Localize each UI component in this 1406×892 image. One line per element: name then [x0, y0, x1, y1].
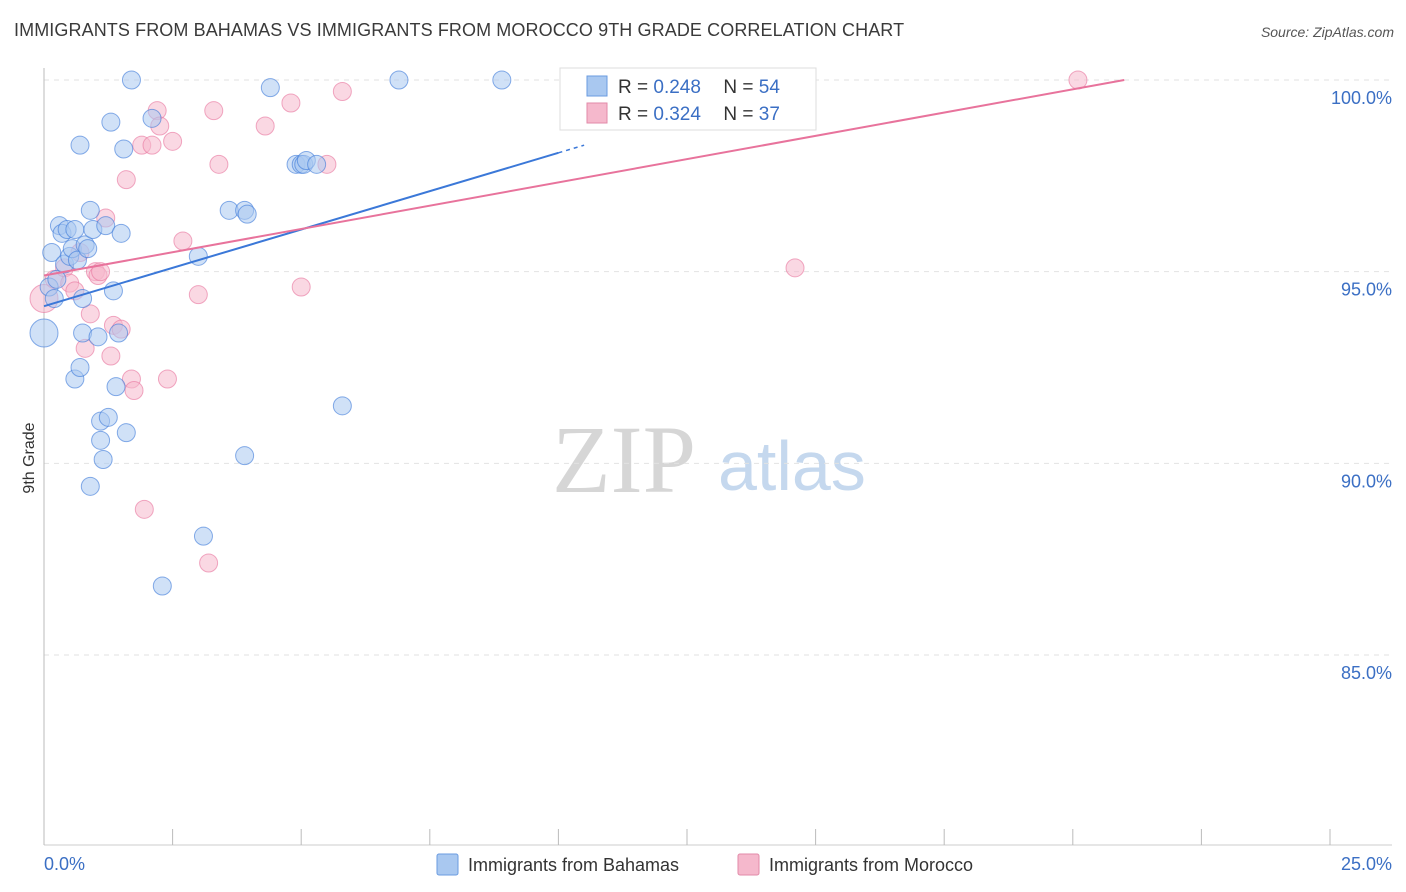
- bahamas-point: [78, 239, 98, 259]
- bahamas-point: [106, 377, 126, 397]
- bahamas-point: [42, 243, 62, 262]
- bottom-legend-label-bahamas: Immigrants from Bahamas: [468, 855, 679, 875]
- y-axis-title: 9th Grade: [21, 422, 38, 493]
- x-axis-ticks: [43, 829, 1331, 845]
- bahamas-point: [80, 200, 100, 220]
- bahamas-point: [492, 70, 512, 90]
- morocco-point: [209, 154, 229, 174]
- bottom-legend-swatch-morocco: [737, 853, 760, 876]
- bahamas-point: [237, 204, 257, 224]
- bahamas-point: [44, 289, 64, 308]
- chart-title: IMMIGRANTS FROM BAHAMAS VS IMMIGRANTS FR…: [14, 20, 905, 40]
- y-tick-label-90: 90.0%: [1341, 471, 1392, 491]
- bahamas-point: [235, 446, 255, 466]
- legend-swatch-bahamas: [586, 75, 608, 97]
- legend-n-value-2: 37: [759, 104, 780, 125]
- legend-n-label-1: N =: [723, 77, 758, 98]
- bahamas-point: [101, 112, 121, 132]
- y-tick-label-85: 85.0%: [1341, 663, 1392, 683]
- morocco-point: [188, 285, 208, 305]
- morocco-point: [116, 170, 136, 190]
- y-tick-label-95: 95.0%: [1341, 280, 1392, 300]
- morocco-point: [142, 135, 162, 155]
- legend-swatch-morocco: [586, 102, 608, 124]
- bahamas-point: [109, 323, 129, 343]
- legend-n-value-1: 54: [759, 77, 781, 98]
- morocco-point: [281, 93, 301, 113]
- bahamas-point: [389, 70, 409, 90]
- morocco-point: [134, 499, 154, 519]
- watermark-atlas: atlas: [718, 427, 866, 505]
- morocco-point: [255, 116, 275, 136]
- source-credit: Source: ZipAtlas.com: [1260, 24, 1394, 40]
- bahamas-point: [307, 154, 327, 174]
- bahamas-point: [98, 407, 118, 427]
- bahamas-point: [111, 223, 131, 243]
- morocco-point: [199, 553, 219, 573]
- bahamas-point: [70, 358, 90, 377]
- bahamas-point: [193, 526, 213, 546]
- morocco-point: [173, 231, 193, 251]
- trend-line-morocco: [43, 79, 1125, 277]
- legend-n-label-2: N =: [723, 104, 758, 125]
- bahamas-point: [65, 220, 85, 239]
- bahamas-point: [80, 476, 100, 496]
- morocco-point: [204, 101, 224, 121]
- bahamas-point: [114, 139, 134, 159]
- morocco-point: [157, 369, 177, 389]
- legend-r-value-2: 0.324: [653, 104, 701, 125]
- x-tick-label-min: 0.0%: [44, 854, 85, 874]
- x-tick-label-max: 25.0%: [1341, 854, 1392, 874]
- bahamas-point: [29, 318, 59, 348]
- morocco-point: [124, 381, 144, 400]
- morocco-point: [785, 258, 805, 278]
- bahamas-point: [91, 430, 111, 450]
- trend-lines: [43, 79, 1125, 308]
- y-tick-label-100: 100.0%: [1331, 88, 1392, 108]
- morocco-point: [80, 304, 100, 324]
- bahamas-point: [332, 396, 352, 416]
- watermark-zip: ZIP: [552, 406, 696, 513]
- legend-r-label-2: R =: [618, 104, 653, 125]
- morocco-point: [163, 131, 183, 151]
- trend-line-bahamas-extension: [558, 144, 585, 154]
- gridlines: [44, 79, 1392, 656]
- y-tick-labels: 85.0% 90.0% 95.0% 100.0%: [1331, 88, 1392, 683]
- legend-row-2: R = 0.324 N = 37: [618, 104, 780, 125]
- bottom-legend-label-morocco: Immigrants from Morocco: [769, 855, 973, 875]
- bahamas-point: [88, 327, 108, 347]
- morocco-point: [101, 346, 121, 366]
- series-bahamas-points: [29, 70, 512, 596]
- bahamas-point: [142, 108, 162, 128]
- series-legend: Immigrants from Bahamas Immigrants from …: [436, 853, 973, 876]
- morocco-point: [91, 262, 111, 282]
- bahamas-point: [116, 423, 136, 443]
- bahamas-point: [152, 576, 172, 596]
- bahamas-point: [96, 216, 116, 236]
- bahamas-point: [70, 135, 90, 155]
- morocco-point: [291, 277, 311, 297]
- bahamas-point: [260, 78, 280, 98]
- bottom-legend-swatch-bahamas: [436, 853, 459, 876]
- bahamas-point: [93, 450, 113, 469]
- legend-row-1: R = 0.248 N = 54: [618, 77, 780, 98]
- legend-r-value-1: 0.248: [653, 77, 701, 98]
- legend-r-label-1: R =: [618, 77, 653, 98]
- bahamas-point: [121, 70, 141, 90]
- stats-legend: R = 0.248 N = 54 R = 0.324 N = 37: [559, 67, 817, 131]
- morocco-point: [332, 82, 352, 101]
